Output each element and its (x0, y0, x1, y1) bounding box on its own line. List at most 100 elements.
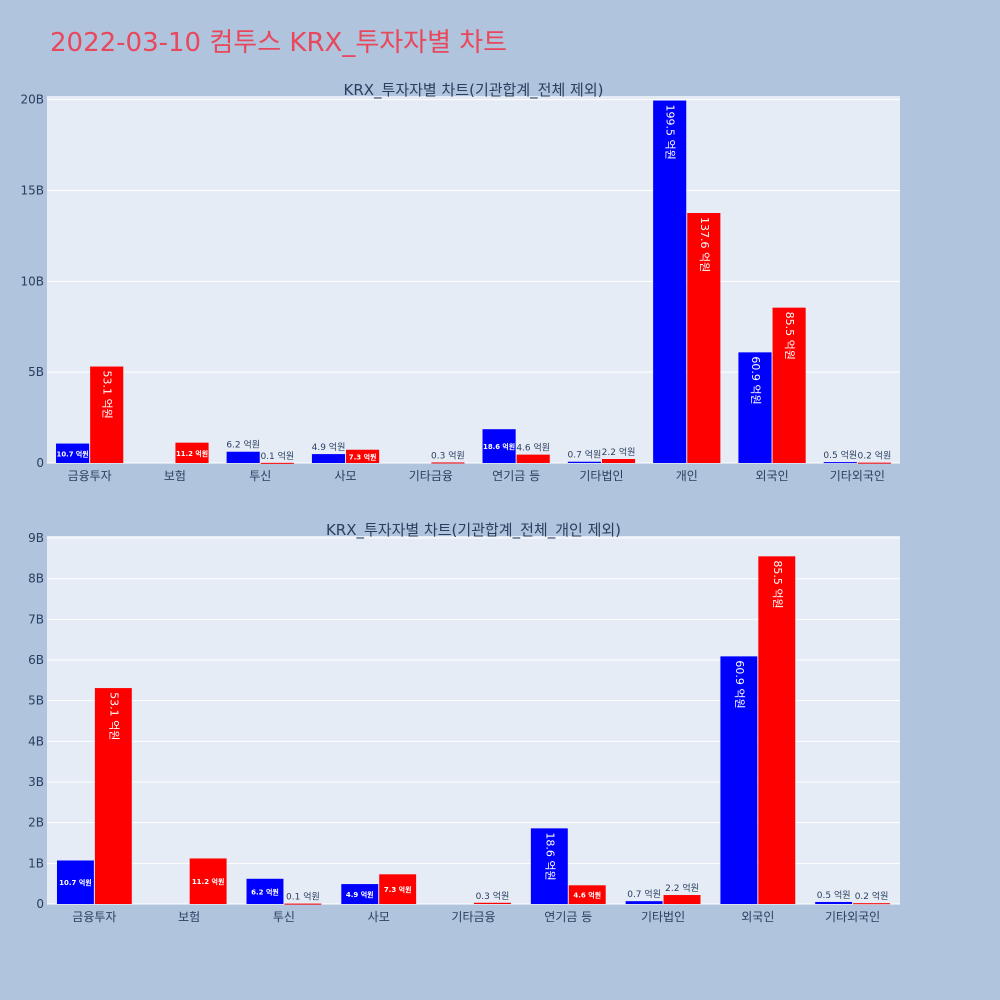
bar-red (568, 885, 606, 904)
bar-red (474, 902, 511, 904)
y-tick-label: 8B (28, 572, 44, 586)
bar-blue (56, 443, 90, 463)
bar-blue (738, 352, 772, 463)
data-label: 11.2 억원 (176, 449, 208, 458)
data-label: 137.6 억원 (698, 217, 711, 272)
x-tick-label: 보험 (164, 469, 186, 483)
x-tick-label: 연기금 등 (492, 469, 540, 483)
x-tick-label: 기타외국인 (825, 910, 880, 924)
data-label: 2.2 억원 (602, 446, 636, 458)
x-tick-label: 보험 (178, 910, 200, 924)
data-label: 0.3 억원 (431, 449, 465, 461)
bar-blue (226, 451, 260, 463)
x-tick-label: 기타법인 (579, 469, 623, 483)
bar-red (772, 307, 806, 463)
data-label: 11.2 억원 (192, 877, 225, 886)
bar-blue (720, 656, 758, 904)
data-label: 85.5 억원 (783, 312, 796, 360)
data-label: 53.1 억원 (101, 371, 114, 419)
x-tick-label: 금융투자 (72, 910, 116, 924)
data-label: 199.5 억원 (664, 105, 677, 160)
bar-blue (653, 100, 687, 463)
bar-blue (246, 878, 284, 904)
data-label: 6.2 억원 (226, 439, 260, 451)
bar-red (758, 556, 796, 904)
x-tick-label: 기타금융 (451, 910, 495, 924)
y-tick-label: 10B (20, 274, 44, 288)
data-label: 85.5 억원 (771, 560, 784, 608)
bar-blue (530, 828, 568, 904)
y-tick-label: 9B (28, 531, 44, 545)
bar-blue (815, 901, 853, 904)
bar-blue (482, 429, 516, 463)
y-tick-label: 15B (20, 183, 44, 197)
bar-red (189, 858, 227, 904)
bar-red (853, 903, 891, 905)
data-label: 60.9 억원 (749, 356, 762, 404)
data-label: 6.2 억원 (251, 887, 279, 896)
x-tick-label: 투신 (273, 910, 295, 924)
bar-red (601, 459, 636, 463)
data-label: 0.5 억원 (817, 889, 851, 901)
chart-title: KRX_투자자별 차트(기관합계_전체_개인 제외) (326, 521, 621, 540)
data-label: 0.1 억원 (260, 450, 294, 462)
bar-blue (341, 884, 379, 904)
data-label: 53.1 억원 (107, 692, 120, 740)
bar-red (431, 462, 465, 464)
data-label: 0.3 억원 (476, 890, 510, 902)
y-tick-label: 0 (36, 897, 44, 911)
data-label: 10.7 억원 (59, 878, 92, 887)
x-tick-label: 외국인 (755, 469, 788, 483)
data-label: 7.3 억원 (349, 452, 377, 461)
y-tick-label: 0 (36, 456, 44, 470)
data-label: 4.9 억원 (312, 441, 346, 453)
data-label: 7.3 억원 (384, 885, 412, 894)
y-tick-label: 3B (28, 775, 44, 789)
plot-area (47, 536, 900, 904)
y-tick-label: 5B (28, 365, 44, 379)
y-tick-label: 7B (28, 612, 44, 626)
data-label: 10.7 억원 (57, 449, 89, 458)
x-tick-label: 개인 (676, 469, 698, 483)
main-title: 2022-03-10 컴투스 KRX_투자자별 차트 (50, 28, 508, 58)
bar-blue (56, 860, 94, 904)
bar-blue (823, 462, 857, 464)
x-tick-label: 금융투자 (68, 469, 112, 483)
data-label: 0.2 억원 (855, 890, 889, 902)
y-tick-label: 20B (20, 93, 44, 107)
data-label: 0.7 억원 (627, 888, 661, 900)
y-tick-label: 5B (28, 694, 44, 708)
data-label: 18.6 억원 (483, 442, 515, 451)
x-tick-label: 기타법인 (641, 910, 685, 924)
data-label: 4.6 억원 (516, 442, 550, 454)
bar-red (663, 895, 701, 904)
bar-red (516, 454, 550, 463)
bar-red (379, 874, 417, 904)
bar-red (857, 462, 891, 464)
data-label: 0.1 억원 (286, 891, 320, 903)
bar-blue (625, 901, 663, 904)
data-label: 0.7 억원 (568, 449, 602, 461)
bar-blue (567, 461, 601, 463)
bar-red (175, 442, 209, 463)
x-tick-label: 연기금 등 (544, 910, 592, 924)
x-tick-label: 사모 (335, 469, 357, 483)
data-label: 4.9 억원 (346, 890, 374, 899)
data-label: 18.6 억원 (543, 832, 556, 880)
bar-red (260, 462, 294, 464)
y-tick-label: 4B (28, 734, 44, 748)
y-tick-label: 6B (28, 653, 44, 667)
data-label: 0.5 억원 (823, 449, 857, 461)
bar-red (90, 366, 124, 463)
bar-red (94, 688, 132, 904)
x-tick-label: 기타금융 (409, 469, 453, 483)
bar-red (687, 213, 721, 463)
chart-top: 0 5B 10B 15B 20B KRX_투자자별 차트(기관합계_전체 제외) 금융투자 1… (20, 81, 900, 483)
data-label: 0.2 억원 (858, 450, 892, 462)
x-tick-label: 외국인 (741, 910, 774, 924)
x-tick-label: 기타외국인 (830, 469, 885, 483)
chart-bottom: 0 1B 2B 3B 4B 5B 6B 7B 8B 9B KRX_투자자별 차트(기관합계_전체_개… (28, 521, 900, 924)
bar-blue (311, 454, 346, 463)
chart-title: KRX_투자자별 차트(기관합계_전체 제외) (344, 81, 604, 100)
